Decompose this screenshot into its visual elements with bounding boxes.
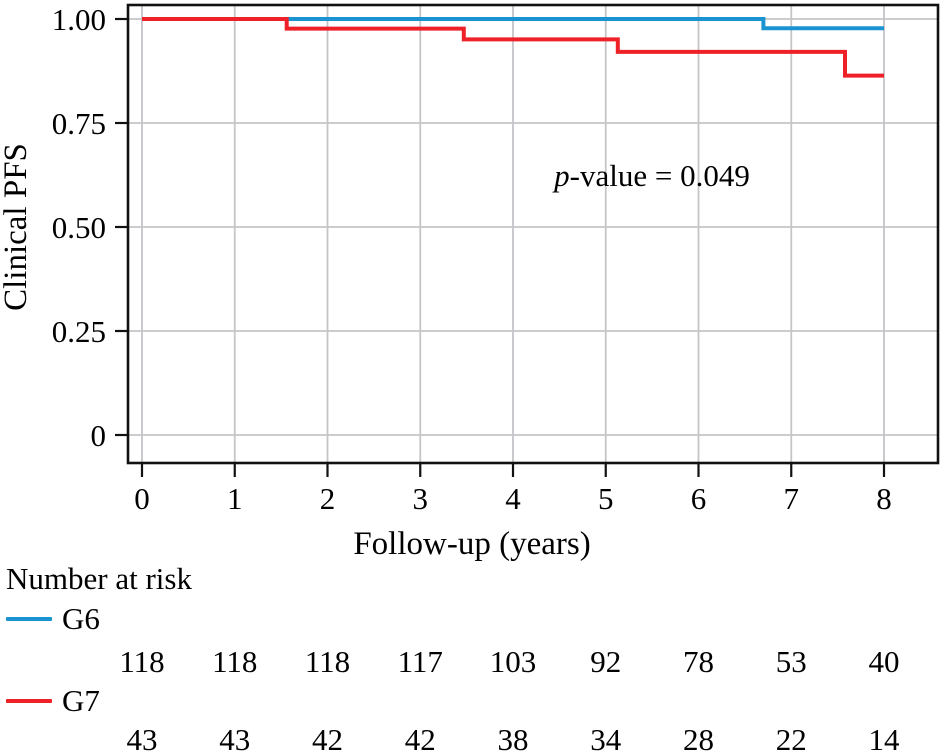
x-tick-label: 0 bbox=[134, 481, 150, 516]
x-tick-label: 6 bbox=[691, 481, 707, 516]
y-tick-label: 0 bbox=[91, 418, 107, 453]
risk-count-g7: 43 bbox=[219, 722, 251, 754]
y-tick-label: 1.00 bbox=[52, 2, 106, 37]
axis-ticks bbox=[115, 17, 886, 477]
risk-count-g6: 118 bbox=[119, 644, 165, 679]
risk-count-g6: 117 bbox=[397, 644, 443, 679]
y-tick-label: 0.75 bbox=[52, 106, 106, 141]
risk-count-g6: 92 bbox=[590, 644, 622, 679]
axis-tick-labels: 0 1 2 3 4 5 6 7 8 1.00 0.75 0.50 0.25 0 bbox=[52, 2, 892, 516]
risk-count-g6: 118 bbox=[212, 644, 258, 679]
x-tick-label: 7 bbox=[784, 481, 800, 516]
x-tick-label: 3 bbox=[413, 481, 429, 516]
plot-border bbox=[126, 3, 940, 465]
risk-table-header: Number at risk bbox=[6, 561, 192, 596]
y-tick-label: 0.25 bbox=[52, 314, 106, 349]
gridlines bbox=[128, 5, 938, 463]
g7-line-swatch bbox=[6, 699, 52, 703]
curve-g6 bbox=[142, 17, 884, 31]
g6-label: G6 bbox=[62, 601, 100, 636]
g7-label: G7 bbox=[62, 683, 100, 718]
p-value-annotation: p-value = 0.049 bbox=[552, 158, 750, 193]
y-tick-label: 0.50 bbox=[52, 210, 106, 245]
risk-count-g7: 42 bbox=[312, 722, 343, 754]
g6-line-swatch bbox=[6, 617, 52, 621]
risk-count-g6: 78 bbox=[683, 644, 714, 679]
risk-count-g6: 40 bbox=[868, 644, 900, 679]
x-tick-label: 5 bbox=[598, 481, 614, 516]
risk-count-g7: 22 bbox=[775, 722, 807, 754]
p-value-text: -value = 0.049 bbox=[570, 158, 750, 193]
x-tick-label: 1 bbox=[227, 481, 243, 516]
risk-count-g7: 14 bbox=[868, 722, 900, 754]
risk-count-g7: 43 bbox=[126, 722, 158, 754]
x-tick-label: 4 bbox=[505, 481, 521, 516]
risk-count-g6: 118 bbox=[304, 644, 351, 679]
risk-count-g6: 53 bbox=[775, 644, 807, 679]
risk-count-g7: 34 bbox=[590, 722, 622, 754]
p-value-italic-p: p bbox=[552, 158, 570, 193]
survival-plot: 0 1 2 3 4 5 6 7 8 1.00 0.75 0.50 0.25 0 p-value = 0.0… bbox=[0, 2, 940, 562]
curve-g7 bbox=[142, 17, 884, 78]
risk-count-g7: 38 bbox=[497, 722, 529, 754]
risk-count-g7: 42 bbox=[404, 722, 436, 754]
x-tick-label: 8 bbox=[876, 481, 892, 516]
risk-count-g6: 103 bbox=[489, 644, 537, 679]
x-axis-title: Follow-up (years) bbox=[353, 526, 590, 562]
x-tick-label: 2 bbox=[320, 481, 336, 516]
y-axis-title: Clinical PFS bbox=[0, 143, 34, 311]
risk-count-g7: 28 bbox=[683, 722, 714, 754]
survival-curves bbox=[142, 17, 884, 78]
